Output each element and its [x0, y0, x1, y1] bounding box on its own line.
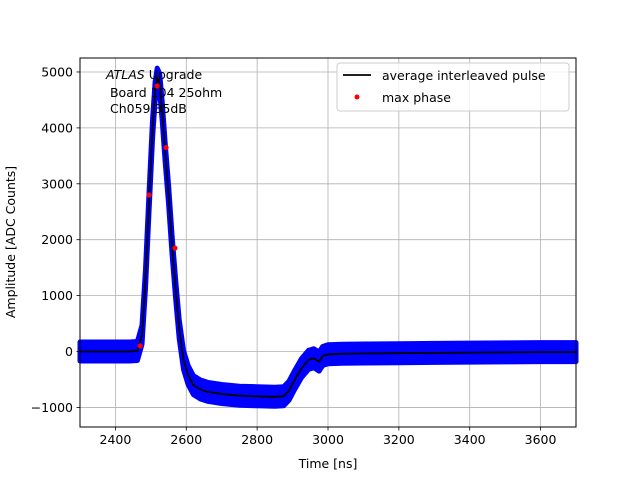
annotation-line-1: ATLAS Upgrade [105, 67, 202, 82]
x-axis-label: Time [ns] [298, 456, 358, 471]
legend-frame [336, 62, 570, 112]
x-tick-label: 3600 [525, 432, 557, 447]
annotation-line-3: Ch059 35dB [106, 101, 187, 116]
legend-point-swatch [354, 94, 360, 100]
max-phase-point [137, 343, 143, 349]
series-line-average [80, 76, 576, 398]
x-tick-label: 2600 [170, 432, 202, 447]
x-tick-label: 2400 [100, 432, 132, 447]
x-tick-label: 3000 [312, 432, 344, 447]
x-tick-label: 3400 [454, 432, 486, 447]
y-tick-label: 3000 [41, 176, 73, 191]
annotation: ATLAS Upgrade Board 104 25ohm Ch059 35dB [105, 67, 222, 116]
x-tick-label: 3200 [383, 432, 415, 447]
y-tick-label: −1000 [31, 400, 73, 415]
y-axis-label: Amplitude [ADC Counts] [3, 166, 18, 318]
legend: average interleaved pulse max phase [336, 62, 570, 112]
series-lines [80, 76, 576, 398]
y-ticks: −1000 0 1000 2000 3000 4000 5000 [31, 64, 80, 415]
x-tick-label: 2800 [241, 432, 273, 447]
annotation-line-2: Board 104 25ohm [106, 85, 222, 100]
annotation-upgrade: Upgrade [145, 67, 203, 82]
x-ticks: 2400 2600 2800 3000 3200 3400 3600 [100, 427, 557, 447]
max-phase-point [146, 192, 152, 198]
max-phase-point [154, 83, 160, 89]
annotation-atlas: ATLAS [105, 67, 145, 82]
legend-label-average: average interleaved pulse [382, 68, 546, 83]
max-phase-point [172, 245, 178, 251]
y-tick-label: 2000 [41, 232, 73, 247]
y-tick-label: 0 [65, 344, 73, 359]
y-tick-label: 5000 [41, 64, 73, 79]
max-phase-point [163, 144, 169, 151]
y-tick-label: 1000 [41, 288, 73, 303]
y-tick-label: 4000 [41, 120, 73, 135]
legend-label-max-phase: max phase [382, 90, 451, 105]
series-points [137, 83, 178, 349]
